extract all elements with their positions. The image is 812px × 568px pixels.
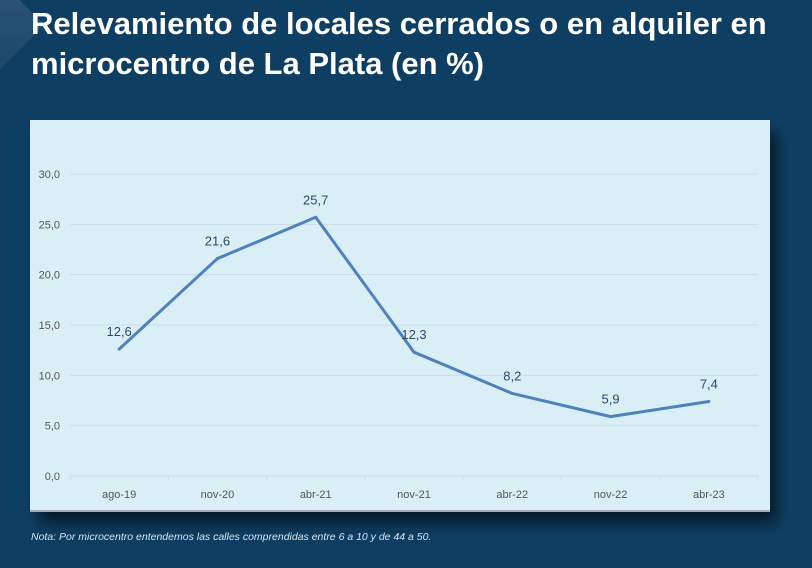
y-tick-label: 30,0 bbox=[39, 169, 60, 181]
data-point bbox=[215, 257, 219, 261]
data-point bbox=[412, 350, 416, 354]
y-tick-label: 0,0 bbox=[45, 471, 60, 483]
data-point bbox=[314, 215, 318, 219]
x-tick-label: abr-23 bbox=[693, 489, 725, 501]
x-tick-label: abr-21 bbox=[300, 489, 332, 501]
data-label: 5,9 bbox=[602, 392, 620, 407]
data-label: 7,4 bbox=[700, 377, 718, 392]
x-tick-label: ago-19 bbox=[102, 489, 136, 501]
x-tick-label: nov-22 bbox=[594, 489, 628, 501]
data-label: 25,7 bbox=[303, 192, 328, 207]
page-title: Relevamiento de locales cerrados o en al… bbox=[31, 6, 767, 81]
y-tick-label: 15,0 bbox=[39, 320, 60, 332]
footnote: Nota: Por microcentro entendemos las cal… bbox=[31, 531, 432, 543]
x-tick-label: nov-21 bbox=[397, 489, 431, 501]
data-point bbox=[609, 415, 613, 419]
y-tick-label: 10,0 bbox=[39, 370, 60, 382]
data-label: 8,2 bbox=[503, 368, 521, 383]
data-label: 21,6 bbox=[205, 234, 230, 249]
y-tick-label: 20,0 bbox=[39, 270, 60, 282]
data-label: 12,3 bbox=[401, 327, 426, 342]
data-point bbox=[510, 391, 514, 395]
data-point bbox=[707, 400, 711, 404]
y-tick-label: 5,0 bbox=[45, 421, 60, 433]
data-label: 12,6 bbox=[106, 324, 131, 339]
x-tick-label: nov-20 bbox=[201, 489, 235, 501]
y-tick-label: 25,0 bbox=[39, 219, 60, 231]
data-point bbox=[117, 347, 121, 351]
x-tick-label: abr-22 bbox=[496, 489, 528, 501]
